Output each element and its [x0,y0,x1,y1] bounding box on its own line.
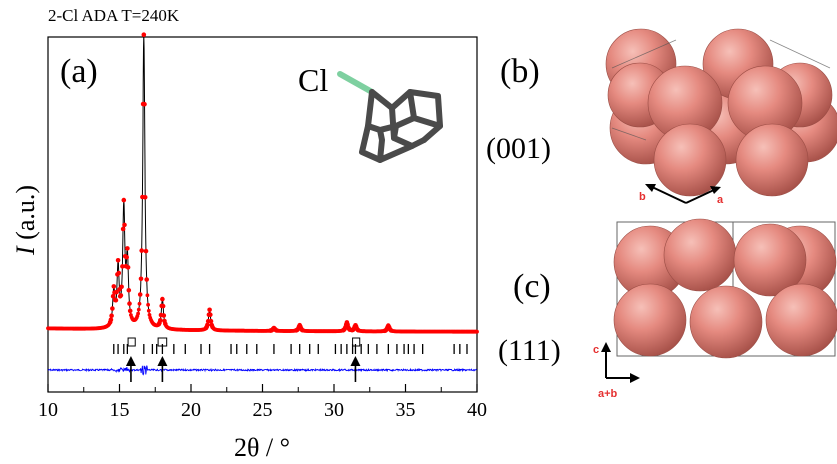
observed-point [120,264,125,269]
observed-point [119,284,124,290]
observed-point [160,303,166,309]
observed-point [110,294,116,299]
observed-point [141,32,147,37]
observed-point [146,308,151,313]
observed-points [46,32,479,334]
axis-label-b: b [639,191,646,203]
molecule-sphere [733,223,807,297]
crystal-packing-001 [605,28,837,197]
observed-point [208,312,213,318]
figure-title: 2-Cl ADA T=240K [48,6,180,25]
x-tick-label: 15 [110,399,130,421]
observed-point [144,277,149,282]
arrow-head [125,356,136,366]
observed-point [142,101,147,107]
panel-label-a: (a) [60,53,98,90]
observed-point [113,297,119,303]
molecule-sphere [663,218,737,292]
axes-indicator-b: b a [639,184,724,206]
observed-point [138,276,144,282]
molecule-sphere [653,123,727,197]
observed-point [161,313,167,318]
observed-point [475,329,479,334]
molecule-sphere [613,283,687,357]
molecule-sphere [765,283,837,357]
observed-point [122,222,127,228]
x-tick-label: 40 [467,399,487,421]
observed-point [160,296,165,302]
cl-bond [337,71,375,95]
observed-point [142,195,148,200]
arrow-head [350,356,361,366]
observed-point [108,317,114,323]
molecule-cl-label: Cl [298,62,328,98]
observed-point [143,248,149,254]
x-tick-label: 25 [253,399,273,421]
observed-point [208,318,214,324]
y-axis-label-symbol: I [11,245,40,256]
plane-label-111: (111) [498,334,561,367]
x-tick-label: 10 [38,399,58,421]
observed-point [137,292,143,297]
crystal-packing-111 [613,218,837,359]
observed-point [136,311,141,316]
observed-point [137,301,142,306]
excluded-region [352,337,361,347]
observed-point [205,322,210,328]
observed-point [127,301,132,306]
observed-point [110,306,115,311]
observed-point [145,293,150,298]
observed-point [146,302,151,307]
molecule-sphere [735,123,809,197]
observed-point [118,293,124,298]
x-tick-label: 20 [181,399,201,421]
observed-point [158,318,163,323]
y-axis-label-text: I (a.u.) [11,185,40,256]
observed-point [120,226,126,232]
axis-label-a-plus-b: a+b [598,388,618,400]
panel-label-c: (c) [513,268,551,305]
adamantane-cage-icon [359,89,443,163]
x-tick-label: 35 [396,399,416,421]
observed-point [125,246,130,251]
observed-point [127,308,133,314]
observed-point [121,197,127,203]
observed-point [116,270,122,276]
axis-label-a: a [717,194,724,206]
observed-point [125,265,131,270]
observed-point [115,258,121,263]
difference-curve [47,365,477,376]
observed-point [139,248,144,253]
axis-label-c: c [593,344,599,356]
axes-indicator-c: c a+b [593,342,640,400]
observed-point [109,313,114,319]
y-axis-label: I (a.u.) [11,185,40,256]
arrow-head [157,356,168,366]
plot-layer: 10 15 20 25 30 35 40 [38,32,487,421]
observed-point [124,254,129,260]
observed-point [136,307,141,312]
observed-point [111,284,117,289]
molecule-inset: Cl [298,62,443,163]
observed-point [147,313,152,317]
observed-point [114,289,119,295]
x-axis-label: 2θ / ° [234,433,290,462]
molecule-sphere [689,285,763,359]
x-tick-label: 30 [324,399,344,421]
observed-point [126,288,132,293]
plane-label-001: (001) [486,132,551,165]
y-axis-label-unit: (a.u.) [11,185,40,246]
panel-label-b: (b) [500,53,540,90]
excluded-region [127,337,136,347]
observed-point [207,307,212,313]
